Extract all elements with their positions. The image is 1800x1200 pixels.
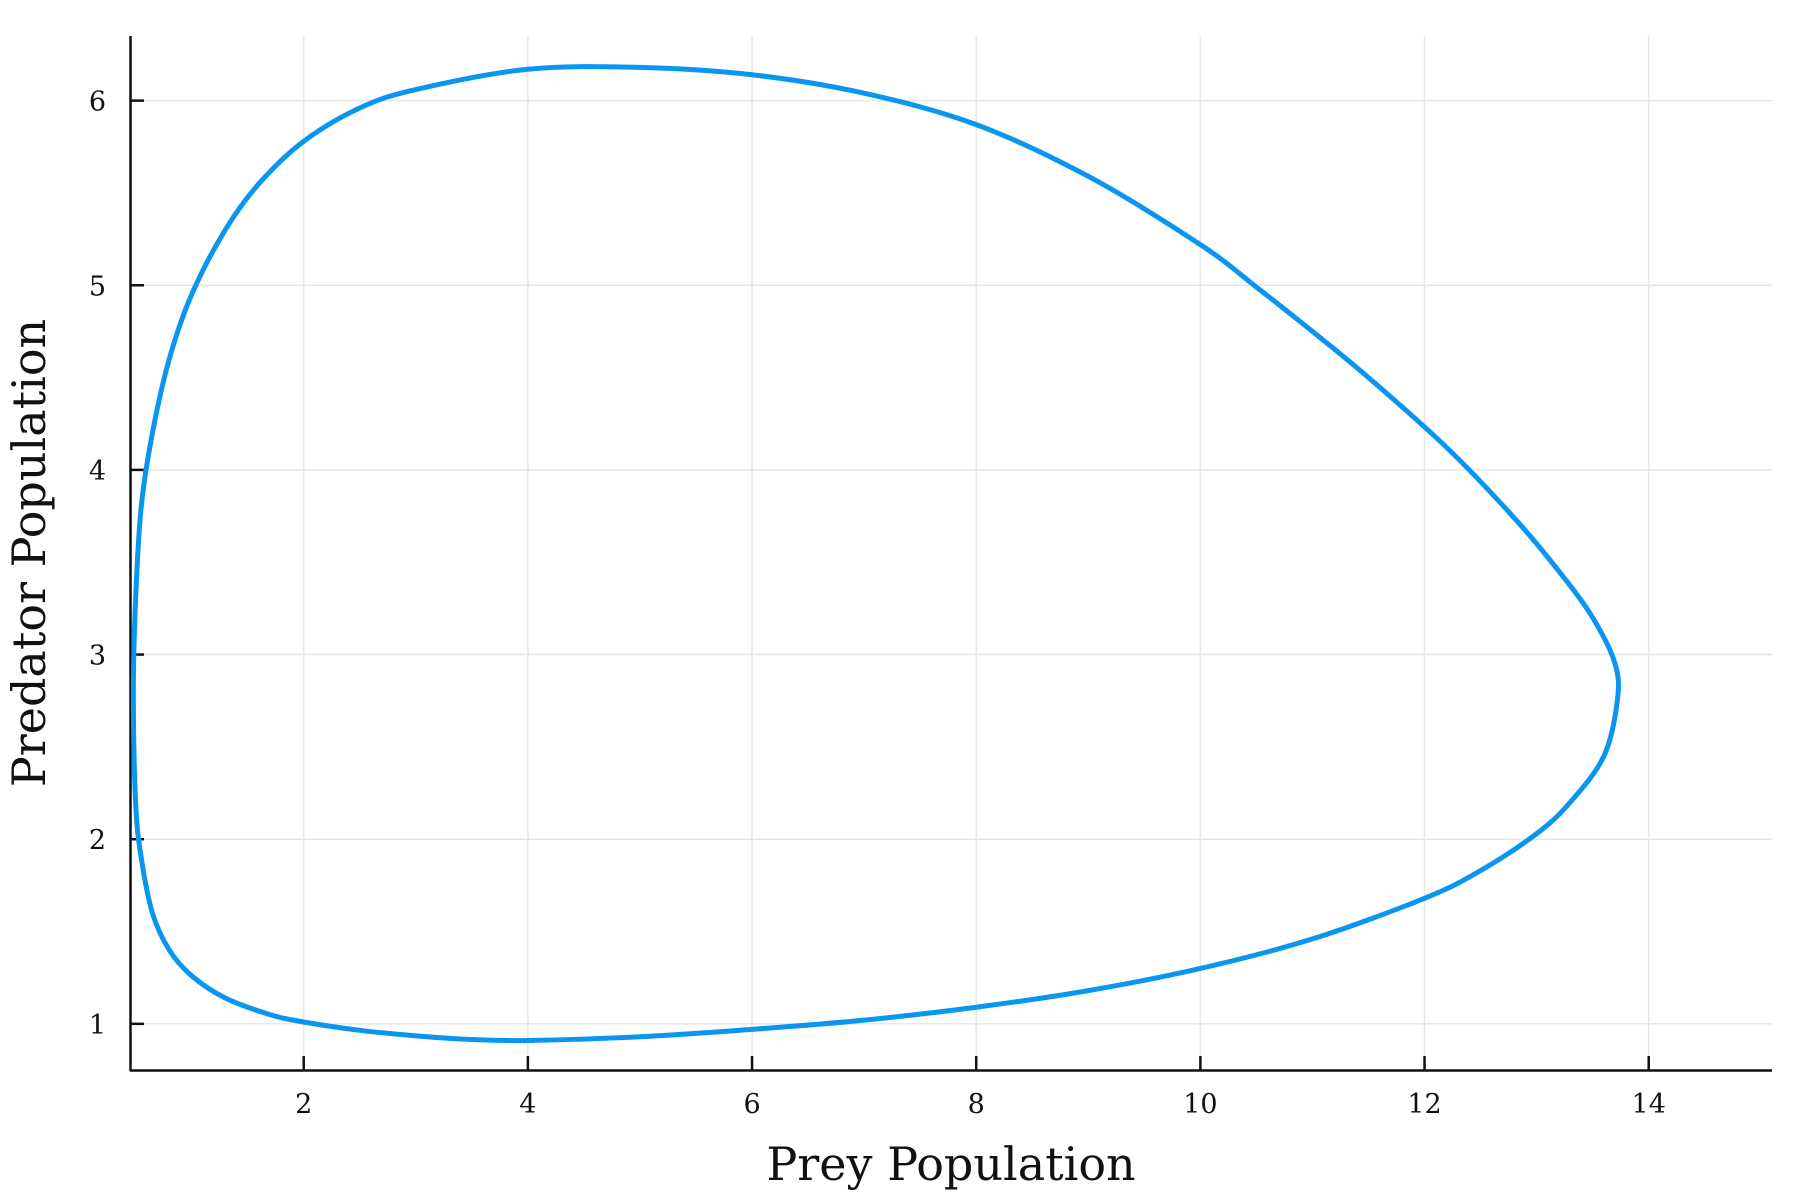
x-tick-label: 14: [1632, 1089, 1666, 1120]
x-tick-label: 8: [968, 1089, 985, 1120]
axes: [129, 36, 1772, 1072]
grid-lines: [130, 36, 1772, 1070]
x-tick-label: 12: [1407, 1089, 1441, 1120]
y-axis-label: Predator Population: [2, 319, 56, 787]
x-tick-label: 4: [519, 1089, 536, 1120]
y-tick-label: 2: [89, 825, 106, 856]
y-tick-label: 4: [89, 456, 106, 487]
y-tick-label: 5: [89, 271, 106, 302]
x-axis-label: Prey Population: [766, 1137, 1135, 1191]
x-tick-label: 10: [1183, 1089, 1217, 1120]
y-tick-label: 6: [89, 87, 106, 118]
y-tick-label: 3: [89, 641, 106, 672]
y-tick-label: 1: [89, 1010, 106, 1041]
x-tick-label: 2: [295, 1089, 312, 1120]
x-tick-label: 6: [743, 1089, 760, 1120]
series-line: [130, 64, 1622, 1044]
tick-marks: [130, 99, 1650, 1070]
